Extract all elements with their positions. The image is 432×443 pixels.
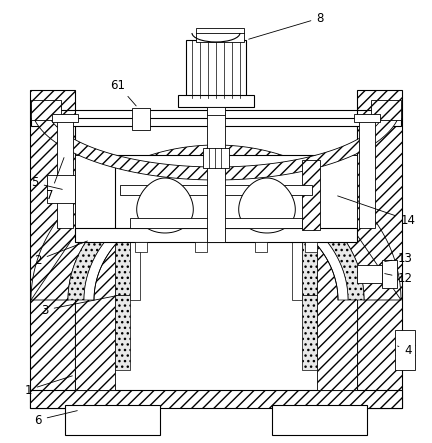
Bar: [359, 118, 375, 228]
Bar: [52, 114, 78, 122]
Bar: [47, 175, 75, 203]
Bar: [255, 242, 267, 252]
Polygon shape: [31, 105, 401, 180]
Bar: [382, 260, 397, 288]
Bar: [75, 155, 115, 235]
Bar: [195, 242, 207, 252]
Polygon shape: [30, 90, 75, 408]
Bar: [317, 155, 357, 235]
Text: 7: 7: [46, 158, 64, 202]
Polygon shape: [302, 295, 317, 370]
Text: 1: 1: [24, 376, 72, 396]
Polygon shape: [75, 155, 115, 235]
Text: 2: 2: [34, 241, 87, 267]
Polygon shape: [115, 235, 130, 295]
Bar: [135, 242, 147, 252]
Polygon shape: [357, 90, 402, 408]
Polygon shape: [302, 235, 317, 295]
Polygon shape: [317, 155, 357, 235]
Bar: [207, 107, 225, 115]
Bar: [196, 28, 244, 42]
Bar: [57, 118, 73, 228]
Bar: [305, 242, 317, 252]
Polygon shape: [239, 178, 295, 233]
Polygon shape: [317, 235, 357, 390]
Bar: [31, 100, 61, 120]
Polygon shape: [302, 160, 320, 230]
Bar: [186, 40, 246, 98]
Polygon shape: [130, 235, 140, 300]
Bar: [357, 265, 382, 283]
Bar: [207, 112, 225, 242]
Bar: [120, 185, 312, 195]
Bar: [130, 218, 302, 228]
Bar: [371, 100, 401, 120]
Bar: [132, 108, 150, 130]
Bar: [115, 155, 317, 230]
Bar: [354, 114, 380, 122]
Bar: [395, 330, 415, 370]
Text: 61: 61: [111, 78, 136, 106]
Text: 13: 13: [385, 252, 413, 264]
Text: 4: 4: [397, 343, 412, 357]
Polygon shape: [31, 145, 401, 300]
Text: 8: 8: [249, 12, 324, 39]
Bar: [75, 228, 357, 242]
Bar: [203, 148, 229, 168]
Text: 12: 12: [385, 272, 413, 284]
Polygon shape: [68, 178, 364, 300]
Text: 6: 6: [34, 411, 77, 427]
Polygon shape: [75, 235, 115, 390]
Polygon shape: [30, 390, 402, 408]
Text: 14: 14: [338, 196, 416, 226]
Bar: [31, 118, 401, 126]
Bar: [65, 405, 160, 435]
Text: 5: 5: [31, 176, 62, 190]
Bar: [272, 405, 367, 435]
Polygon shape: [115, 295, 130, 370]
Polygon shape: [292, 235, 302, 300]
Text: 3: 3: [41, 295, 117, 316]
Polygon shape: [84, 192, 348, 300]
Bar: [178, 95, 254, 107]
Polygon shape: [137, 178, 193, 233]
